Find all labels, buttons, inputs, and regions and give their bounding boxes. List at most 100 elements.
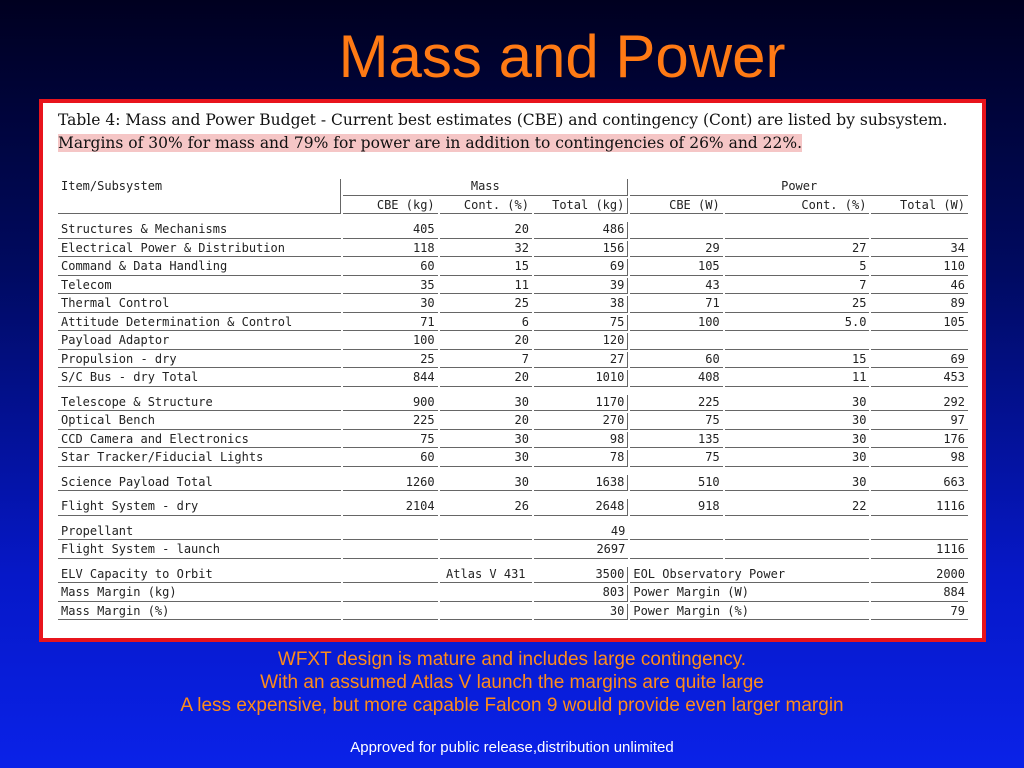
cell-value: 11 — [724, 370, 870, 387]
cell-value: 100 — [630, 315, 723, 331]
cell-value: 30 — [439, 432, 532, 448]
cell-value: 75 — [343, 432, 438, 448]
row-label: Mass Margin (kg) — [58, 585, 342, 602]
cell-value: 30 — [724, 413, 870, 430]
cell-value: 105 — [871, 315, 968, 331]
cell-value: 225 — [343, 413, 438, 430]
mass-header: Mass — [343, 179, 629, 196]
column-header: Cont. (%) — [439, 198, 532, 214]
cell-value: 89 — [871, 296, 968, 313]
row-label: Telescope & Structure — [58, 395, 342, 411]
cell-value: 38 — [533, 296, 629, 313]
subsystem-group-1: Structures & Mechanisms 405 20 486 Electrica… — [58, 222, 968, 368]
note-line: WFXT design is mature and includes large… — [277, 649, 747, 670]
table-row: Attitude Determination & Control 71 6 75 100… — [58, 314, 968, 331]
cell-value: 60 — [630, 352, 723, 368]
cell-value: 25 — [343, 352, 438, 368]
cell-value: 39 — [533, 277, 629, 294]
table-frame: Table 4: Mass and Power Budget - Current… — [39, 99, 986, 642]
cell-value: 78 — [533, 450, 629, 467]
cell-value: 1260 — [343, 475, 438, 491]
row-label: CCD Camera and Electronics — [58, 432, 342, 448]
table-row: Structures & Mechanisms 405 20 486 — [58, 222, 968, 239]
power-label: Power Margin (%) — [630, 604, 870, 620]
row-label: Flight System - launch — [58, 542, 342, 559]
cell-value: 75 — [533, 314, 629, 331]
cell-value: 2104 — [343, 499, 438, 516]
slide-title: Mass and Power — [338, 23, 786, 90]
cell-value: 29 — [630, 241, 723, 257]
row-label: Payload Adaptor — [58, 333, 342, 350]
cell-value: 408 — [630, 370, 723, 387]
note-line: With an assumed Atlas V launch the margi… — [260, 672, 764, 693]
cell-value: 97 — [871, 413, 968, 430]
margin-row: ELV Capacity to Orbit Atlas V 431 3500 EOL … — [58, 566, 968, 583]
cell-value: 105 — [630, 259, 723, 276]
row-label: Propulsion - dry — [58, 352, 342, 368]
cell-value: 6 — [439, 315, 532, 331]
launch-vehicle — [439, 585, 532, 602]
table-row: Propulsion - dry 25 7 27 60 15 69 — [58, 351, 968, 368]
cell-value: 25 — [439, 296, 532, 313]
table-row: S/C Bus - dry Total 844 20 1010 408 11 453 — [58, 370, 968, 387]
cell-value: 15 — [439, 259, 532, 276]
item-subsystem-header: Item/Subsystem — [58, 179, 342, 214]
cell-value: 43 — [630, 278, 723, 294]
table-caption: Table 4: Mass and Power Budget - Current… — [58, 109, 968, 155]
cell-value: 11 — [439, 278, 532, 294]
launch-vehicle — [439, 604, 532, 620]
cell-value: 75 — [630, 450, 723, 467]
cell-value: 69 — [533, 259, 629, 276]
cell-value: 71 — [343, 315, 438, 331]
row-label: Thermal Control — [58, 296, 342, 313]
row-label: Flight System - dry — [58, 499, 342, 516]
mass-power-table: Item/Subsystem Mass Power CBE (kg) Cont.… — [56, 177, 970, 622]
cell-value: 30 — [439, 450, 532, 467]
cell-value: 25 — [724, 296, 870, 313]
cell-value: 486 — [533, 222, 629, 239]
cell-value: 35 — [343, 278, 438, 294]
table-row: Telescope & Structure 900 30 1170 225 30 292 — [58, 394, 968, 411]
release-footer: Approved for public release,distribution… — [350, 739, 674, 756]
table-row: Thermal Control 30 25 38 71 25 89 — [58, 296, 968, 313]
row-label: Electrical Power & Distribution — [58, 241, 342, 257]
launch-section: Propellant 49 Flight System - launch 269… — [58, 524, 968, 565]
power-value: 79 — [871, 604, 968, 620]
cell-value — [630, 222, 723, 239]
cell-value: 292 — [871, 395, 968, 411]
power-value: 2000 — [871, 567, 968, 583]
cell-value: 844 — [343, 370, 438, 387]
mass-value: 30 — [533, 603, 629, 620]
margin-row: Mass Margin (kg) 803 Power Margin (W) 884 — [58, 585, 968, 602]
cell-value: 30 — [724, 395, 870, 411]
cell-value: 918 — [630, 499, 723, 516]
row-label: Command & Data Handling — [58, 259, 342, 276]
cell-value — [871, 333, 968, 350]
cell-value: 20 — [439, 333, 532, 350]
cell-value: 1170 — [533, 394, 629, 411]
cell-value: 27 — [533, 351, 629, 368]
cell-value: 30 — [724, 475, 870, 491]
power-header: Power — [630, 179, 968, 196]
table-row: Payload Adaptor 100 20 120 — [58, 333, 968, 350]
subsystem-group-2: Telescope & Structure 900 30 1170 225 30 292 Op… — [58, 394, 968, 473]
table-row: Flight System - dry 2104 26 2648 918 22 1116 — [58, 499, 968, 516]
caption-text: Table 4: Mass and Power Budget - Current… — [58, 111, 948, 129]
cell-value: 20 — [439, 370, 532, 387]
cell-value: 7 — [724, 278, 870, 294]
cell-value: 510 — [630, 475, 723, 491]
cell-value: 1638 — [533, 474, 629, 491]
cell-value — [630, 333, 723, 350]
cell-value: 5.0 — [724, 315, 870, 331]
cell-value: 100 — [343, 333, 438, 350]
power-label: EOL Observatory Power — [630, 567, 870, 583]
cell-value — [871, 222, 968, 239]
cell-value: 1116 — [871, 499, 968, 516]
cell-value: 405 — [343, 222, 438, 239]
cell-value: 75 — [630, 413, 723, 430]
cell-value: 1010 — [533, 370, 629, 387]
row-label: Mass Margin (%) — [58, 604, 342, 620]
cell-value: 118 — [343, 241, 438, 257]
cell-value: 71 — [630, 296, 723, 313]
table-row: Flight System - launch 2697 1116 — [58, 542, 968, 559]
